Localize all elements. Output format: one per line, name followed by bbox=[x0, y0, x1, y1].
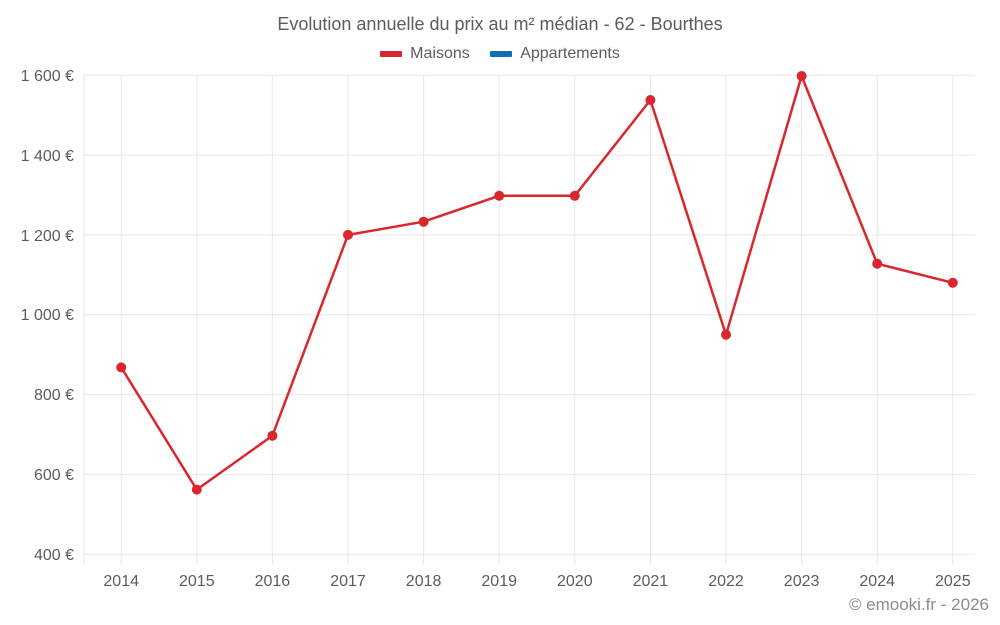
svg-text:2014: 2014 bbox=[103, 573, 139, 590]
svg-text:600 €: 600 € bbox=[34, 467, 74, 484]
svg-text:1 600 €: 1 600 € bbox=[21, 68, 74, 85]
svg-text:2022: 2022 bbox=[708, 573, 744, 590]
svg-text:2016: 2016 bbox=[255, 573, 291, 590]
svg-text:1 400 €: 1 400 € bbox=[21, 148, 74, 165]
svg-text:1 200 €: 1 200 € bbox=[21, 228, 74, 245]
svg-text:2019: 2019 bbox=[481, 573, 517, 590]
svg-text:800 €: 800 € bbox=[34, 387, 74, 404]
svg-text:2023: 2023 bbox=[784, 573, 820, 590]
svg-text:2020: 2020 bbox=[557, 573, 593, 590]
svg-text:2015: 2015 bbox=[179, 573, 215, 590]
svg-text:1 000 €: 1 000 € bbox=[21, 307, 74, 324]
svg-text:2021: 2021 bbox=[633, 573, 669, 590]
svg-text:400 €: 400 € bbox=[34, 547, 74, 564]
svg-text:2025: 2025 bbox=[935, 573, 971, 590]
svg-text:2017: 2017 bbox=[330, 573, 366, 590]
svg-text:2018: 2018 bbox=[406, 573, 442, 590]
svg-text:2024: 2024 bbox=[859, 573, 895, 590]
